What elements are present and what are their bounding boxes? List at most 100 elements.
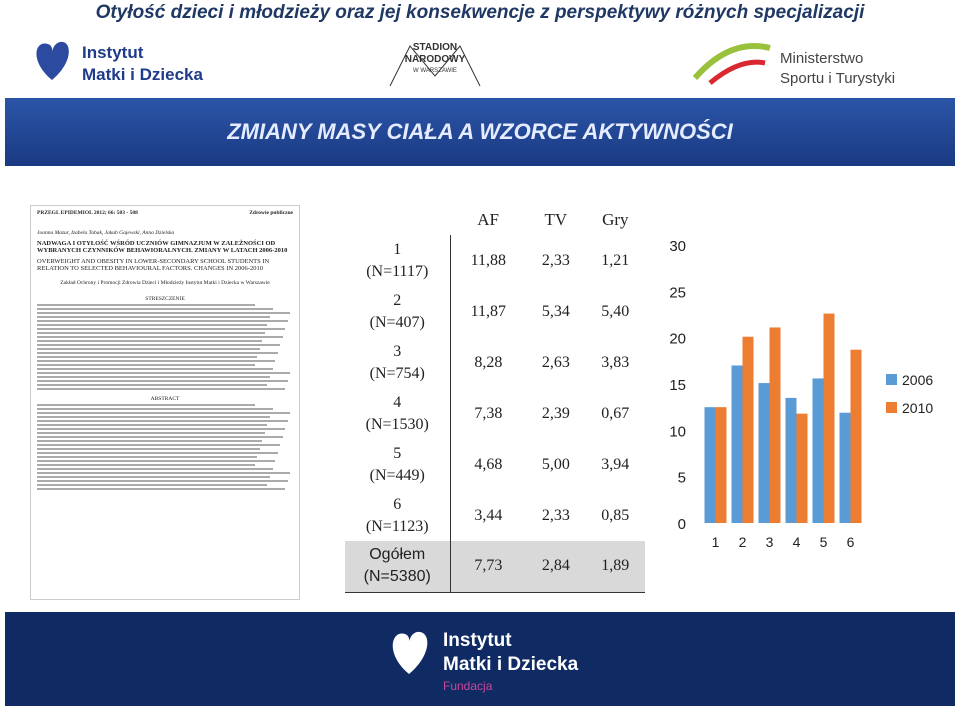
text-line (37, 476, 270, 478)
text-line (37, 444, 281, 446)
label-line: 1 (393, 240, 402, 258)
table-row: 4 (N=1530) 7,38 2,39 0,67 (345, 388, 645, 439)
logo-text: NARODOWY (405, 54, 466, 65)
heading: ABSTRACT (150, 396, 180, 402)
text-line (37, 412, 291, 414)
text-line (37, 488, 286, 490)
logo-text: Instytut (443, 630, 512, 651)
label-line: (N=1117) (366, 262, 429, 280)
logo-imid: Instytut Matki i Dziecka (36, 41, 203, 84)
bar (731, 365, 743, 523)
bar (850, 349, 862, 523)
text-line (37, 344, 281, 346)
header-cell: Gry (602, 210, 629, 229)
label-line: (N=754) (369, 364, 425, 382)
y-tick-label: 20 (669, 331, 686, 348)
text-line (37, 472, 291, 474)
cell: 0,85 (601, 506, 630, 524)
text-line (37, 380, 288, 382)
text-line (37, 424, 268, 426)
banner-title: ZMIANY MASY CIAŁA A WZORCE AKTYWNOŚCI (227, 119, 733, 144)
x-tick-label: 4 (793, 534, 801, 550)
cell: 3,83 (601, 353, 630, 371)
text-line (37, 320, 288, 322)
cell: 5,00 (541, 455, 570, 473)
table: AF TV Gry 1 (N=1117) 11,88 2,33 1,21 2 (N=407) 11,… (345, 205, 645, 593)
logo-text: Sportu i Turystyki (780, 70, 895, 87)
cell: 4,68 (474, 455, 503, 473)
label-line: 4 (393, 393, 402, 411)
journal: PRZEGL EPIDEMIOL 2012; 66: 503 - 508 (37, 210, 138, 216)
cell: 8,28 (474, 353, 503, 371)
y-tick-label: 5 (678, 470, 686, 487)
y-tick-label: 0 (678, 516, 686, 533)
text-line (37, 368, 273, 370)
cell: 1,89 (601, 557, 630, 575)
text-line (37, 372, 291, 374)
cell: 0,67 (601, 404, 630, 422)
footer: Instytut Matki i Dziecka Fundacja (5, 612, 955, 706)
text-line (37, 332, 265, 334)
row-label: 4 (N=1530) (345, 388, 451, 439)
paper-head: PRZEGL EPIDEMIOL 2012; 66: 503 - 508 Zdro… (37, 210, 293, 216)
label-line: 2 (393, 291, 402, 309)
text-line (37, 384, 268, 386)
paper-title-en: OVERWEIGHT AND OBESITY IN LOWER-SECONDAR… (37, 258, 270, 272)
heading: STRESZCZENIE (145, 296, 185, 302)
legend-swatch (886, 374, 897, 385)
label-line: 5 (393, 444, 402, 462)
authors: Joanna Mazur, Izabela Tabak, Jakub Gajew… (37, 230, 175, 236)
text-line (37, 416, 270, 418)
logo-text: Matki i Dziecka (443, 654, 579, 675)
text-block (37, 304, 293, 390)
text-line (37, 440, 263, 442)
logo-text: Ministerstwo (780, 50, 863, 67)
table-row: 3 (N=754) 8,28 2,63 3,83 (345, 337, 645, 388)
header-cell: AF (477, 210, 499, 229)
row-label: 2 (N=407) (345, 286, 451, 337)
label-line: (N=449) (369, 466, 425, 484)
text-line (37, 464, 255, 466)
y-tick-label: 10 (669, 423, 686, 440)
text-line (37, 364, 255, 366)
text-line (37, 460, 276, 462)
text-line (37, 340, 263, 342)
legend-label: 2006 (902, 372, 933, 388)
logo-text: Matki i Dziecka (82, 65, 203, 84)
text-line (37, 456, 258, 458)
text-line (37, 408, 273, 410)
section: Zdrowie publiczne (249, 210, 293, 216)
cell: 3,94 (601, 455, 630, 473)
label-line: (N=5380) (363, 568, 431, 586)
x-tick-label: 6 (847, 534, 855, 550)
row-label: Ogółem (N=5380) (345, 541, 451, 592)
row-label: 5 (N=449) (345, 439, 451, 490)
cell: 2,84 (541, 557, 570, 575)
table-row: 5 (N=449) 4,68 5,00 3,94 (345, 439, 645, 490)
text-line (37, 360, 276, 362)
bar (812, 378, 824, 523)
text-line (37, 484, 268, 486)
cell: 7,38 (474, 404, 503, 422)
label-line: Ogółem (369, 546, 426, 564)
legend-swatch (886, 402, 897, 413)
slide-title: Otyłość dzieci i młodzieży oraz jej kons… (95, 2, 865, 23)
text-line (37, 336, 283, 338)
legend-label: 2010 (902, 400, 933, 416)
text-line (37, 428, 286, 430)
cell: 11,88 (470, 251, 507, 269)
text-line (37, 436, 283, 438)
bar (758, 383, 770, 523)
logo-text: W WARSZAWIE (413, 68, 457, 74)
bar (785, 397, 797, 523)
bar (715, 407, 727, 523)
logo-ministry: Ministerstwo Sportu i Turystyki (692, 43, 895, 87)
affiliation: Zakład Ochrony i Promocji Zdrowia Dzieci… (60, 280, 270, 286)
cell: 2,33 (541, 251, 570, 269)
text-line (37, 480, 288, 482)
text-line (37, 312, 291, 314)
text-line (37, 376, 270, 378)
x-tick-label: 5 (820, 534, 828, 550)
text-line (37, 348, 260, 350)
